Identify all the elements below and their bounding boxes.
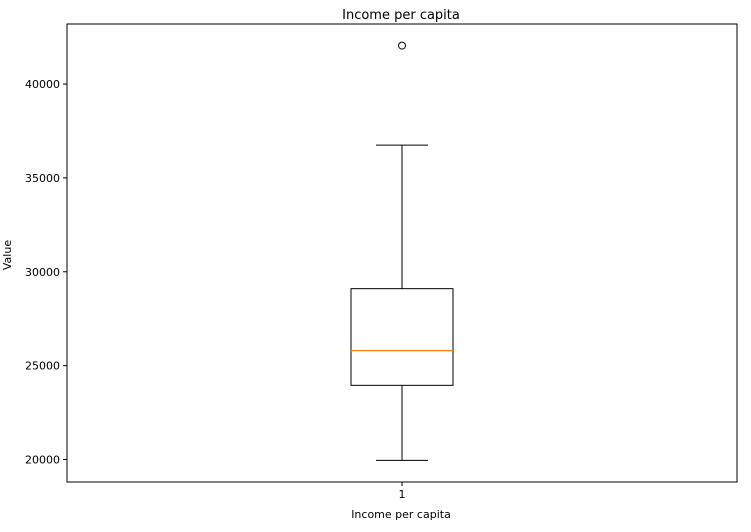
y-tick-label: 20000 — [25, 453, 60, 466]
y-tick-label: 25000 — [25, 360, 60, 373]
y-axis-label: Value — [1, 240, 14, 270]
y-tick-label: 40000 — [25, 78, 60, 91]
outlier-point — [398, 41, 406, 50]
x-axis-label: Income per capita — [351, 508, 451, 521]
x-axis: 1 — [399, 482, 406, 501]
chart-title: Income per capita — [342, 8, 460, 23]
plot-frame — [66, 23, 738, 483]
y-tick-label: 30000 — [25, 266, 60, 279]
iqr-box — [350, 288, 454, 386]
x-tick-label: 1 — [399, 488, 406, 501]
y-axis: 20000 25000 30000 35000 40000 — [25, 78, 67, 466]
boxes — [350, 41, 454, 461]
y-tick-label: 35000 — [25, 172, 60, 185]
